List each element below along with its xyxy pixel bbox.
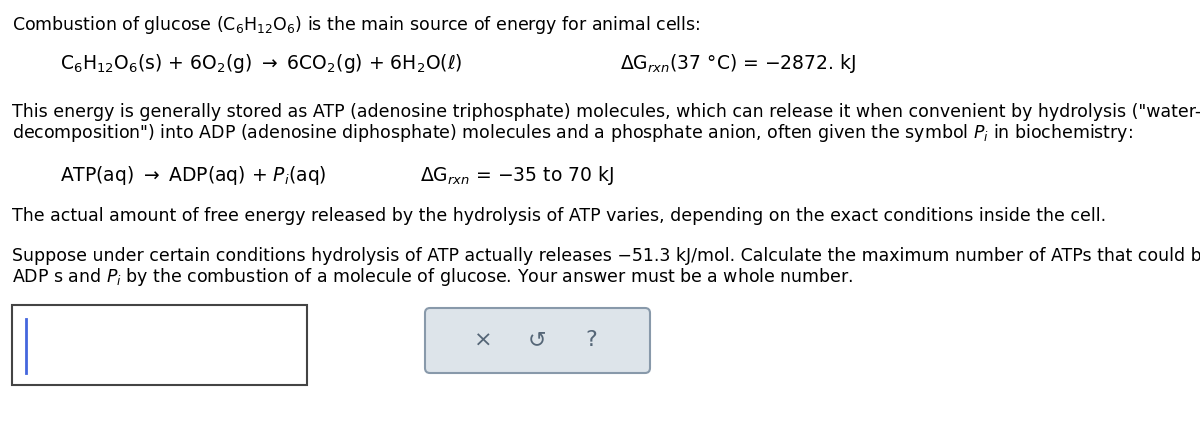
Text: ×: × [474,331,493,351]
Bar [12,305,307,385]
Text: ?: ? [586,331,598,351]
Text: $\Delta$G$_{rxn}$ = $-$35 to 70 kJ: $\Delta$G$_{rxn}$ = $-$35 to 70 kJ [420,164,614,187]
Text: This energy is generally stored as ATP (adenosine triphosphate) molecules, which: This energy is generally stored as ATP (… [12,103,1200,121]
Text: Combustion of glucose (C$_6$H$_{12}$O$_6$) is the main source of energy for anim: Combustion of glucose (C$_6$H$_{12}$O$_6… [12,14,701,36]
Text: Suppose under certain conditions hydrolysis of ATP actually releases −51.3 kJ/mo: Suppose under certain conditions hydroly… [12,247,1200,265]
FancyBboxPatch shape [425,308,650,373]
Text: ATP(aq) $\rightarrow$ ADP(aq) + $P_i$(aq): ATP(aq) $\rightarrow$ ADP(aq) + $P_i$(aq… [60,164,326,187]
Text: $\Delta$G$_{rxn}$(37 °C) = $-$2872. kJ: $\Delta$G$_{rxn}$(37 °C) = $-$2872. kJ [620,52,856,75]
Text: The actual amount of free energy released by the hydrolysis of ATP varies, depen: The actual amount of free energy release… [12,207,1106,225]
Text: ADP s and $P_i$ by the combustion of a molecule of glucose. Your answer must be : ADP s and $P_i$ by the combustion of a m… [12,266,853,288]
Text: decomposition") into ADP (adenosine diphosphate) molecules and a phosphate anion: decomposition") into ADP (adenosine diph… [12,122,1133,144]
Text: C$_6$H$_{12}$O$_6$(s) + 6O$_2$(g) $\rightarrow$ 6CO$_2$(g) + 6H$_2$O($\ell$): C$_6$H$_{12}$O$_6$(s) + 6O$_2$(g) $\righ… [60,52,462,75]
Text: ↺: ↺ [528,331,547,351]
